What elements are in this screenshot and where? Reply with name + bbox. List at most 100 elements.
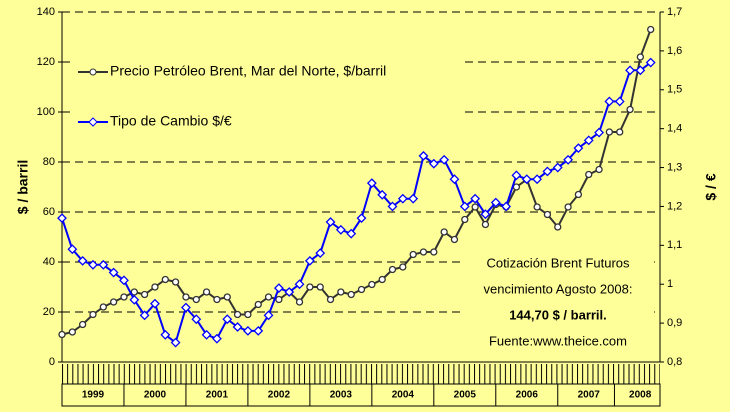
y-tick-label: 40: [43, 256, 55, 268]
point: [501, 201, 512, 212]
point: [388, 265, 397, 274]
point: [58, 330, 66, 339]
legend-label: Precio Petróleo Brent, Mar del Norte, $/…: [110, 63, 386, 79]
annotation: Fuente:www.theice.com: [489, 333, 627, 348]
point: [399, 263, 407, 271]
point: [490, 197, 501, 208]
point: [264, 293, 273, 301]
x-tick-label: 2001: [206, 390, 229, 401]
point: [77, 255, 88, 266]
y-tick-label: 120: [37, 56, 55, 68]
point: [585, 170, 593, 179]
point: [213, 295, 221, 304]
point: [635, 65, 646, 76]
series-line: [61, 61, 652, 345]
point: [595, 165, 603, 174]
point: [440, 228, 448, 236]
point: [182, 293, 190, 301]
point: [161, 275, 169, 284]
point: [573, 143, 584, 154]
point: [449, 174, 460, 185]
point: [222, 314, 233, 325]
x-tick-label: 2005: [454, 390, 477, 401]
point: [583, 135, 594, 146]
point: [119, 275, 129, 286]
point: [129, 294, 140, 305]
point: [304, 255, 315, 266]
point: [408, 193, 419, 204]
y-tick-label: 60: [43, 206, 55, 218]
annotation: 144,70 $ / barril.: [509, 307, 607, 322]
point: [89, 310, 97, 319]
point: [378, 275, 386, 284]
y2-tick-label: 1,3: [667, 161, 682, 173]
point: [254, 300, 262, 309]
annotation-box: [462, 252, 654, 354]
point: [594, 127, 605, 138]
point: [326, 295, 335, 304]
point: [284, 287, 295, 297]
point: [533, 203, 541, 211]
y2-tick-label: 0,9: [667, 317, 682, 329]
point: [616, 128, 624, 136]
point: [532, 174, 543, 185]
point: [67, 244, 78, 255]
point: [170, 337, 181, 348]
point: [151, 283, 159, 291]
x-tick-label: 2002: [268, 390, 291, 401]
y-tick-label: 140: [37, 6, 55, 18]
point: [244, 310, 252, 319]
y2-tick-label: 1,1: [667, 239, 682, 251]
point: [625, 65, 635, 76]
point: [552, 162, 563, 173]
point: [459, 201, 470, 212]
point: [263, 310, 274, 321]
annotation: Cotización Brent Futuros: [486, 255, 630, 270]
point: [139, 310, 150, 321]
point: [181, 302, 191, 313]
legend-marker: [88, 117, 98, 127]
point: [160, 329, 171, 340]
x-tick-label: 2003: [330, 390, 353, 401]
year-band: [61, 383, 661, 407]
point: [347, 290, 355, 299]
y2-tick-label: 1,7: [667, 6, 682, 18]
point: [109, 298, 118, 306]
point: [418, 150, 429, 161]
point: [150, 298, 160, 309]
y-tick-label: 20: [43, 306, 55, 318]
point: [78, 320, 87, 329]
x-tick-label: 2000: [144, 390, 167, 401]
point: [357, 285, 366, 294]
y2-tick-label: 1: [667, 278, 673, 290]
y2-tick-label: 1,2: [667, 200, 682, 212]
point: [461, 215, 469, 224]
y-tick-label: 100: [37, 106, 55, 118]
legend-marker: [89, 68, 97, 76]
point: [604, 96, 615, 107]
point: [368, 280, 376, 289]
point: [335, 224, 346, 235]
y2-tick-label: 1,5: [667, 84, 682, 96]
point: [543, 210, 552, 219]
y-axis-label: $ / barril: [15, 160, 31, 214]
legend: [70, 45, 460, 145]
point: [521, 174, 532, 185]
point: [120, 293, 128, 301]
x-tick-label: 2004: [392, 390, 415, 401]
point: [480, 209, 491, 220]
y-tick-label: 80: [43, 156, 55, 168]
point: [306, 283, 314, 291]
point: [542, 166, 553, 177]
point: [430, 248, 438, 256]
point: [512, 183, 521, 191]
point: [57, 213, 67, 224]
point: [273, 283, 284, 294]
x-tick-label: 1999: [82, 390, 105, 401]
point: [428, 158, 439, 169]
point: [201, 329, 212, 340]
point: [481, 220, 490, 229]
point: [337, 288, 345, 296]
point: [325, 217, 336, 227]
point: [471, 203, 479, 211]
